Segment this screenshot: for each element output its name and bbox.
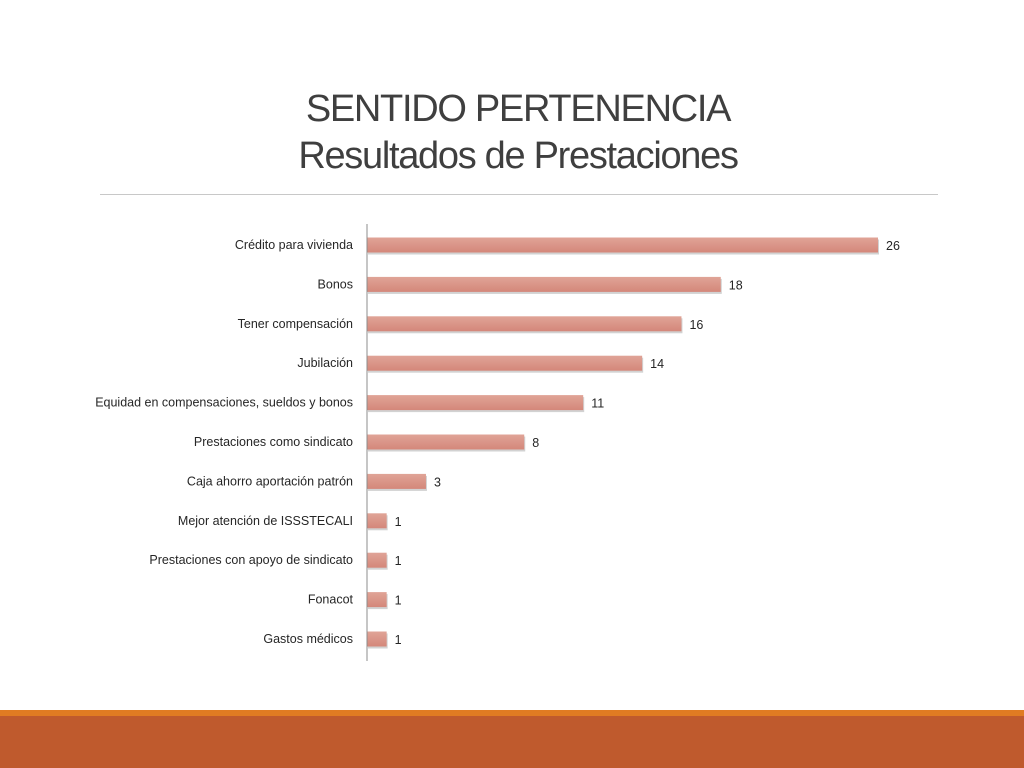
slide-title: SENTIDO PERTENENCIA Resultados de Presta… [0,86,1024,180]
category-label: Tener compensación [238,317,353,331]
category-label: Crédito para vivienda [235,238,353,252]
data-label: 8 [532,436,539,450]
category-label: Mejor atención de ISSSTECALI [178,514,353,528]
category-label: Gastos médicos [263,632,353,646]
bar [367,552,387,568]
category-label: Equidad en compensaciones, sueldos y bon… [95,396,353,410]
bar [367,473,426,489]
data-label: 16 [689,318,703,332]
bar [367,355,643,371]
data-label: 1 [395,633,402,647]
category-labels: Crédito para vivienda Bonos Tener compensa… [95,238,353,646]
data-label: 1 [395,554,402,568]
bar [367,434,525,450]
category-label: Fonacot [308,593,354,607]
data-label: 3 [434,475,441,489]
bar [367,237,878,253]
category-label: Jubilación [297,356,353,370]
category-label: Caja ahorro aportación patrón [187,474,353,488]
data-label: 26 [886,239,900,253]
title-divider [100,194,938,195]
data-label: 1 [395,594,402,608]
category-label: Bonos [318,277,353,291]
bar [367,395,584,411]
bar [367,316,682,332]
data-label: 11 [591,397,604,411]
bar [367,513,387,529]
category-label: Prestaciones como sindicato [194,435,353,449]
bar [367,592,387,608]
slide-title-line-1: SENTIDO PERTENENCIA [305,88,732,130]
data-label: 18 [729,278,743,292]
bar [367,276,721,292]
bar [367,631,387,647]
footer-accent-stripe [0,710,1024,716]
data-label: 1 [395,515,402,529]
category-label: Prestaciones con apoyo de sindicato [149,553,353,567]
data-label: 14 [650,357,664,371]
bar-chart: Crédito para vivienda Bonos Tener compensa… [95,224,900,661]
footer-band [0,716,1024,768]
bars [367,237,879,649]
slide-title-line-2: Resultados de Prestaciones [298,135,739,177]
